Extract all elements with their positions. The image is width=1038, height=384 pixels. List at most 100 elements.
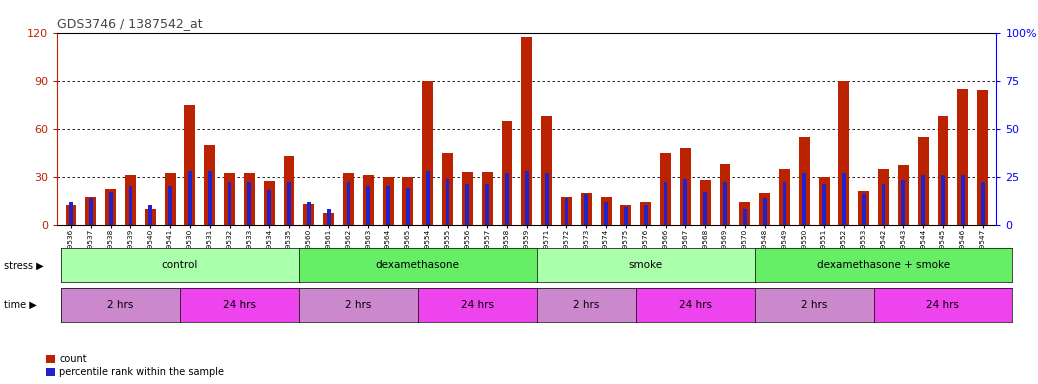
Bar	[303, 204, 315, 225]
Bar	[878, 169, 889, 225]
Bar	[680, 148, 690, 225]
Bar	[839, 81, 849, 225]
Bar	[858, 191, 869, 225]
Bar	[663, 182, 667, 225]
Bar	[70, 202, 73, 225]
Bar	[977, 90, 988, 225]
Bar	[465, 184, 469, 225]
Bar	[565, 198, 569, 225]
Bar	[247, 182, 251, 225]
Bar	[660, 153, 671, 225]
Bar	[462, 172, 472, 225]
Bar	[125, 175, 136, 225]
Bar	[703, 192, 707, 225]
Bar	[700, 180, 711, 225]
Bar	[224, 174, 235, 225]
Bar	[621, 205, 631, 225]
Bar	[644, 205, 648, 225]
Text: smoke: smoke	[629, 260, 662, 270]
Text: 24 hrs: 24 hrs	[223, 300, 256, 310]
Bar	[208, 171, 212, 225]
Bar	[363, 175, 374, 225]
Bar	[442, 153, 453, 225]
Bar	[723, 182, 727, 225]
Bar	[799, 137, 810, 225]
Bar	[819, 177, 829, 225]
Bar	[85, 197, 97, 225]
Bar	[601, 197, 611, 225]
Bar	[901, 180, 905, 225]
Text: 2 hrs: 2 hrs	[107, 300, 134, 310]
Bar	[525, 171, 528, 225]
Bar	[406, 188, 410, 225]
Bar	[185, 105, 195, 225]
Bar	[105, 189, 116, 225]
Bar	[426, 171, 430, 225]
Bar	[604, 202, 608, 225]
Bar	[922, 175, 925, 225]
Bar	[759, 193, 770, 225]
Bar	[386, 186, 390, 225]
Bar	[941, 175, 945, 225]
Bar	[981, 182, 984, 225]
Bar	[778, 169, 790, 225]
Bar	[445, 179, 449, 225]
Bar	[109, 192, 112, 225]
Bar	[165, 174, 175, 225]
Text: control: control	[162, 260, 198, 270]
Bar	[739, 202, 750, 225]
Bar	[485, 184, 489, 225]
Text: stress ▶: stress ▶	[4, 260, 44, 270]
Text: 24 hrs: 24 hrs	[927, 300, 959, 310]
Bar	[403, 177, 413, 225]
Bar	[763, 198, 766, 225]
Text: dexamethasone: dexamethasone	[376, 260, 460, 270]
Bar	[188, 171, 192, 225]
Bar	[957, 89, 968, 225]
Bar	[144, 209, 156, 225]
Bar	[343, 174, 354, 225]
Text: 2 hrs: 2 hrs	[573, 300, 599, 310]
Bar	[881, 184, 885, 225]
Text: GDS3746 / 1387542_at: GDS3746 / 1387542_at	[57, 17, 202, 30]
Bar	[482, 172, 493, 225]
Bar	[898, 166, 909, 225]
Bar	[327, 209, 330, 225]
Bar	[862, 194, 866, 225]
Bar	[288, 182, 291, 225]
Bar	[743, 209, 746, 225]
Bar	[961, 175, 964, 225]
Bar	[802, 173, 807, 225]
Text: time ▶: time ▶	[4, 300, 37, 310]
Bar	[65, 205, 77, 225]
Bar	[129, 186, 132, 225]
Bar	[640, 202, 651, 225]
Text: 2 hrs: 2 hrs	[346, 300, 372, 310]
Bar	[541, 116, 552, 225]
Bar	[244, 174, 254, 225]
Bar	[383, 177, 393, 225]
Legend: count, percentile rank within the sample: count, percentile rank within the sample	[47, 354, 224, 377]
Bar	[584, 194, 589, 225]
Bar	[545, 173, 548, 225]
Bar	[168, 186, 172, 225]
Bar	[89, 198, 92, 225]
Bar	[307, 202, 310, 225]
Bar	[783, 182, 787, 225]
Bar	[683, 179, 687, 225]
Bar	[323, 214, 334, 225]
Text: 24 hrs: 24 hrs	[679, 300, 712, 310]
Bar	[624, 207, 628, 225]
Bar	[283, 156, 295, 225]
Bar	[366, 186, 371, 225]
Bar	[719, 164, 731, 225]
Bar	[506, 173, 509, 225]
Bar	[842, 173, 846, 225]
Bar	[918, 137, 929, 225]
Bar	[148, 205, 153, 225]
Bar	[501, 121, 513, 225]
Bar	[227, 182, 231, 225]
Bar	[264, 182, 275, 225]
Bar	[822, 184, 826, 225]
Bar	[521, 38, 532, 225]
